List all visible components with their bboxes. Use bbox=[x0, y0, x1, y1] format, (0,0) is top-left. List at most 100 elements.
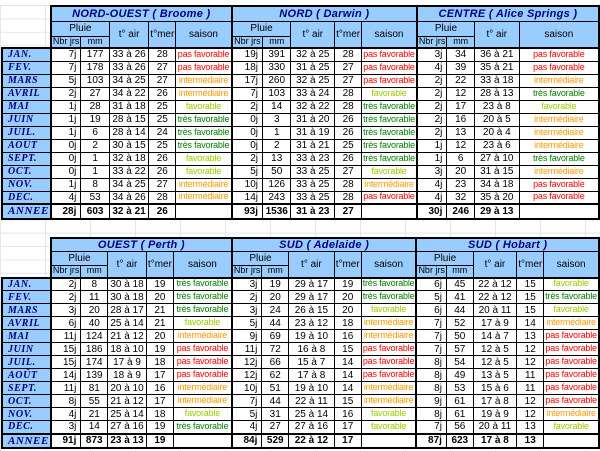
sea-temp-cell: 11 bbox=[516, 381, 545, 396]
season-cell: très favorable bbox=[518, 86, 600, 101]
season-cell: favorable bbox=[172, 407, 233, 422]
sea-temp-cell: 15 bbox=[333, 394, 362, 409]
air-temp-cell: 28 à 15 bbox=[108, 112, 150, 127]
sea-temp-cell: 25 bbox=[334, 138, 363, 153]
col-header-saison: saison bbox=[172, 251, 233, 279]
season-cell: favorable bbox=[361, 164, 418, 179]
season-cell: pas favorable bbox=[361, 60, 418, 75]
season-cell: intermédiaire bbox=[175, 73, 233, 88]
air-temp-cell: 28 à 14 bbox=[108, 125, 150, 140]
air-temp-cell: 29 à 17 bbox=[288, 277, 335, 292]
sea-temp-cell: 15 bbox=[516, 277, 545, 292]
season-cell: favorable bbox=[543, 303, 600, 318]
year-sea-temp-cell: 26 bbox=[148, 203, 177, 220]
air-temp-cell: 34 à 22 bbox=[108, 86, 150, 101]
sea-temp-cell: 24 bbox=[148, 125, 177, 140]
rain-days-cell: 6j bbox=[415, 303, 447, 318]
rain-mm-cell: 19 bbox=[261, 277, 290, 292]
rain-days-cell: 5j bbox=[230, 164, 264, 179]
season-cell: pas favorable bbox=[518, 177, 600, 192]
rain-days-cell: 9j bbox=[415, 394, 447, 409]
region-title: SUD ( Hobart ) bbox=[415, 237, 600, 253]
air-temp-cell: 23 à 12 bbox=[288, 316, 335, 331]
rain-days-cell: 1j bbox=[49, 99, 82, 114]
rain-days-cell: 2j bbox=[415, 112, 448, 127]
sea-temp-cell: 26 bbox=[148, 86, 177, 101]
sea-temp-cell: 26 bbox=[148, 164, 177, 179]
col-header-mm: mm bbox=[80, 35, 110, 49]
air-temp-cell: 29 à 17 bbox=[288, 290, 335, 305]
rain-days-cell: 4j bbox=[49, 407, 82, 422]
rain-mm-cell: 124 bbox=[80, 329, 109, 344]
air-temp-cell: 31 à 21 bbox=[290, 138, 336, 153]
air-temp-cell: 33 à 26 bbox=[108, 47, 150, 62]
sea-temp-cell: 28 bbox=[334, 99, 363, 114]
season-cell: intermédiaire bbox=[518, 112, 600, 127]
rain-days-cell: 0j bbox=[49, 164, 82, 179]
season-cell: pas favorable bbox=[543, 394, 600, 409]
season-cell: intermédiaire bbox=[360, 394, 417, 409]
season-cell: favorable bbox=[360, 420, 417, 435]
air-temp-cell: 15 à 7 bbox=[288, 355, 335, 370]
rain-days-cell: 5j bbox=[49, 73, 82, 88]
rain-mm-cell: 16 bbox=[446, 112, 476, 127]
season-cell: très favorable bbox=[360, 290, 417, 305]
sea-temp-cell: 19 bbox=[333, 277, 362, 292]
col-header-saison: saison bbox=[518, 20, 600, 49]
year-label-cell: ANNEE bbox=[1, 203, 52, 220]
season-cell: très favorable bbox=[361, 99, 418, 114]
rain-days-cell: 1j bbox=[49, 177, 82, 192]
month-cell: JAN. bbox=[1, 47, 52, 62]
rain-days-cell: 4j bbox=[230, 420, 263, 435]
rain-days-cell: 7j bbox=[415, 329, 447, 344]
season-cell: très favorable bbox=[172, 290, 233, 305]
rain-mm-cell: 12 bbox=[446, 138, 476, 153]
season-cell: pas favorable bbox=[172, 342, 233, 357]
season-cell: intermédiaire bbox=[175, 177, 233, 192]
rain-days-cell: 3j bbox=[49, 420, 82, 435]
rain-mm-cell: 17 bbox=[446, 99, 476, 114]
col-header-pluie: Pluie bbox=[230, 251, 290, 267]
season-cell: pas favorable bbox=[361, 47, 418, 62]
air-temp-cell: 19 à 10 bbox=[288, 329, 335, 344]
rain-mm-cell: 34 bbox=[446, 47, 476, 62]
season-cell: pas favorable bbox=[543, 368, 600, 383]
air-temp-cell: 20 à 11 bbox=[472, 303, 518, 318]
season-cell: intermédiaire bbox=[543, 316, 600, 331]
air-temp-cell: 25 à 14 bbox=[107, 407, 147, 422]
rain-mm-cell: 8 bbox=[80, 277, 109, 292]
sea-temp-cell: 20 bbox=[333, 303, 362, 318]
air-temp-cell: 14 à 7 bbox=[472, 329, 518, 344]
rain-mm-cell: 61 bbox=[445, 407, 474, 422]
rain-mm-cell: 40 bbox=[80, 316, 109, 331]
col-header-t-air: t° air bbox=[107, 251, 147, 279]
col-header-t-air: t° air bbox=[108, 20, 150, 49]
month-cell: JUIN bbox=[1, 112, 52, 127]
season-cell: très favorable bbox=[361, 125, 418, 140]
rain-days-cell: 8j bbox=[415, 355, 447, 370]
air-temp-cell: 23 à 8 bbox=[474, 99, 520, 114]
rain-mm-cell: 1 bbox=[80, 151, 110, 166]
month-cell: FEV. bbox=[1, 290, 52, 305]
sea-temp-cell: 13 bbox=[516, 420, 545, 435]
rain-mm-cell: 13 bbox=[446, 125, 476, 140]
rain-days-cell: 3j bbox=[49, 303, 82, 318]
sea-temp-cell: 28 bbox=[334, 190, 363, 205]
year-air-temp-cell: 29 à 13 bbox=[474, 203, 520, 220]
rain-mm-cell: 44 bbox=[445, 303, 474, 318]
rain-days-cell: 9j bbox=[230, 329, 263, 344]
year-rain-mm-cell: 873 bbox=[80, 432, 109, 449]
col-header-nbr-jrs: Nbr jrs bbox=[49, 35, 82, 49]
month-cell: AOÛT bbox=[1, 368, 52, 383]
sea-temp-cell: 17 bbox=[145, 394, 174, 409]
month-cell: MAI bbox=[1, 329, 52, 344]
col-header-pluie: Pluie bbox=[49, 251, 109, 267]
air-temp-cell: 20 à 11 bbox=[472, 420, 518, 435]
air-temp-cell: 33 à 25 bbox=[290, 164, 336, 179]
rain-mm-cell: 6 bbox=[446, 151, 476, 166]
air-temp-cell: 35 à 20 bbox=[474, 190, 520, 205]
sea-temp-cell: 13 bbox=[516, 329, 545, 344]
air-temp-cell: 31 à 18 bbox=[108, 99, 150, 114]
air-temp-cell: 31 à 20 bbox=[290, 112, 336, 127]
air-temp-cell: 33 à 24 bbox=[290, 86, 336, 101]
